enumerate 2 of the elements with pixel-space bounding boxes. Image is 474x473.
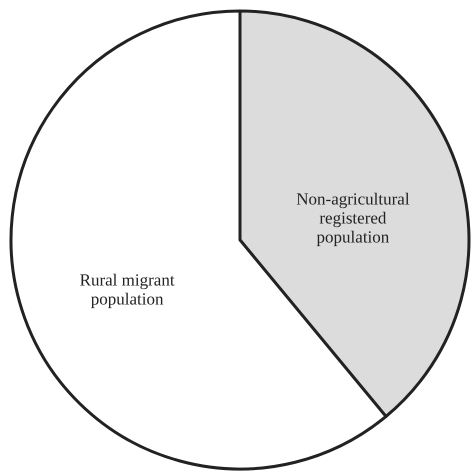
slice-label: Non-agricultural registered population <box>296 189 410 246</box>
slice-label: Rural migrant population <box>80 270 175 309</box>
